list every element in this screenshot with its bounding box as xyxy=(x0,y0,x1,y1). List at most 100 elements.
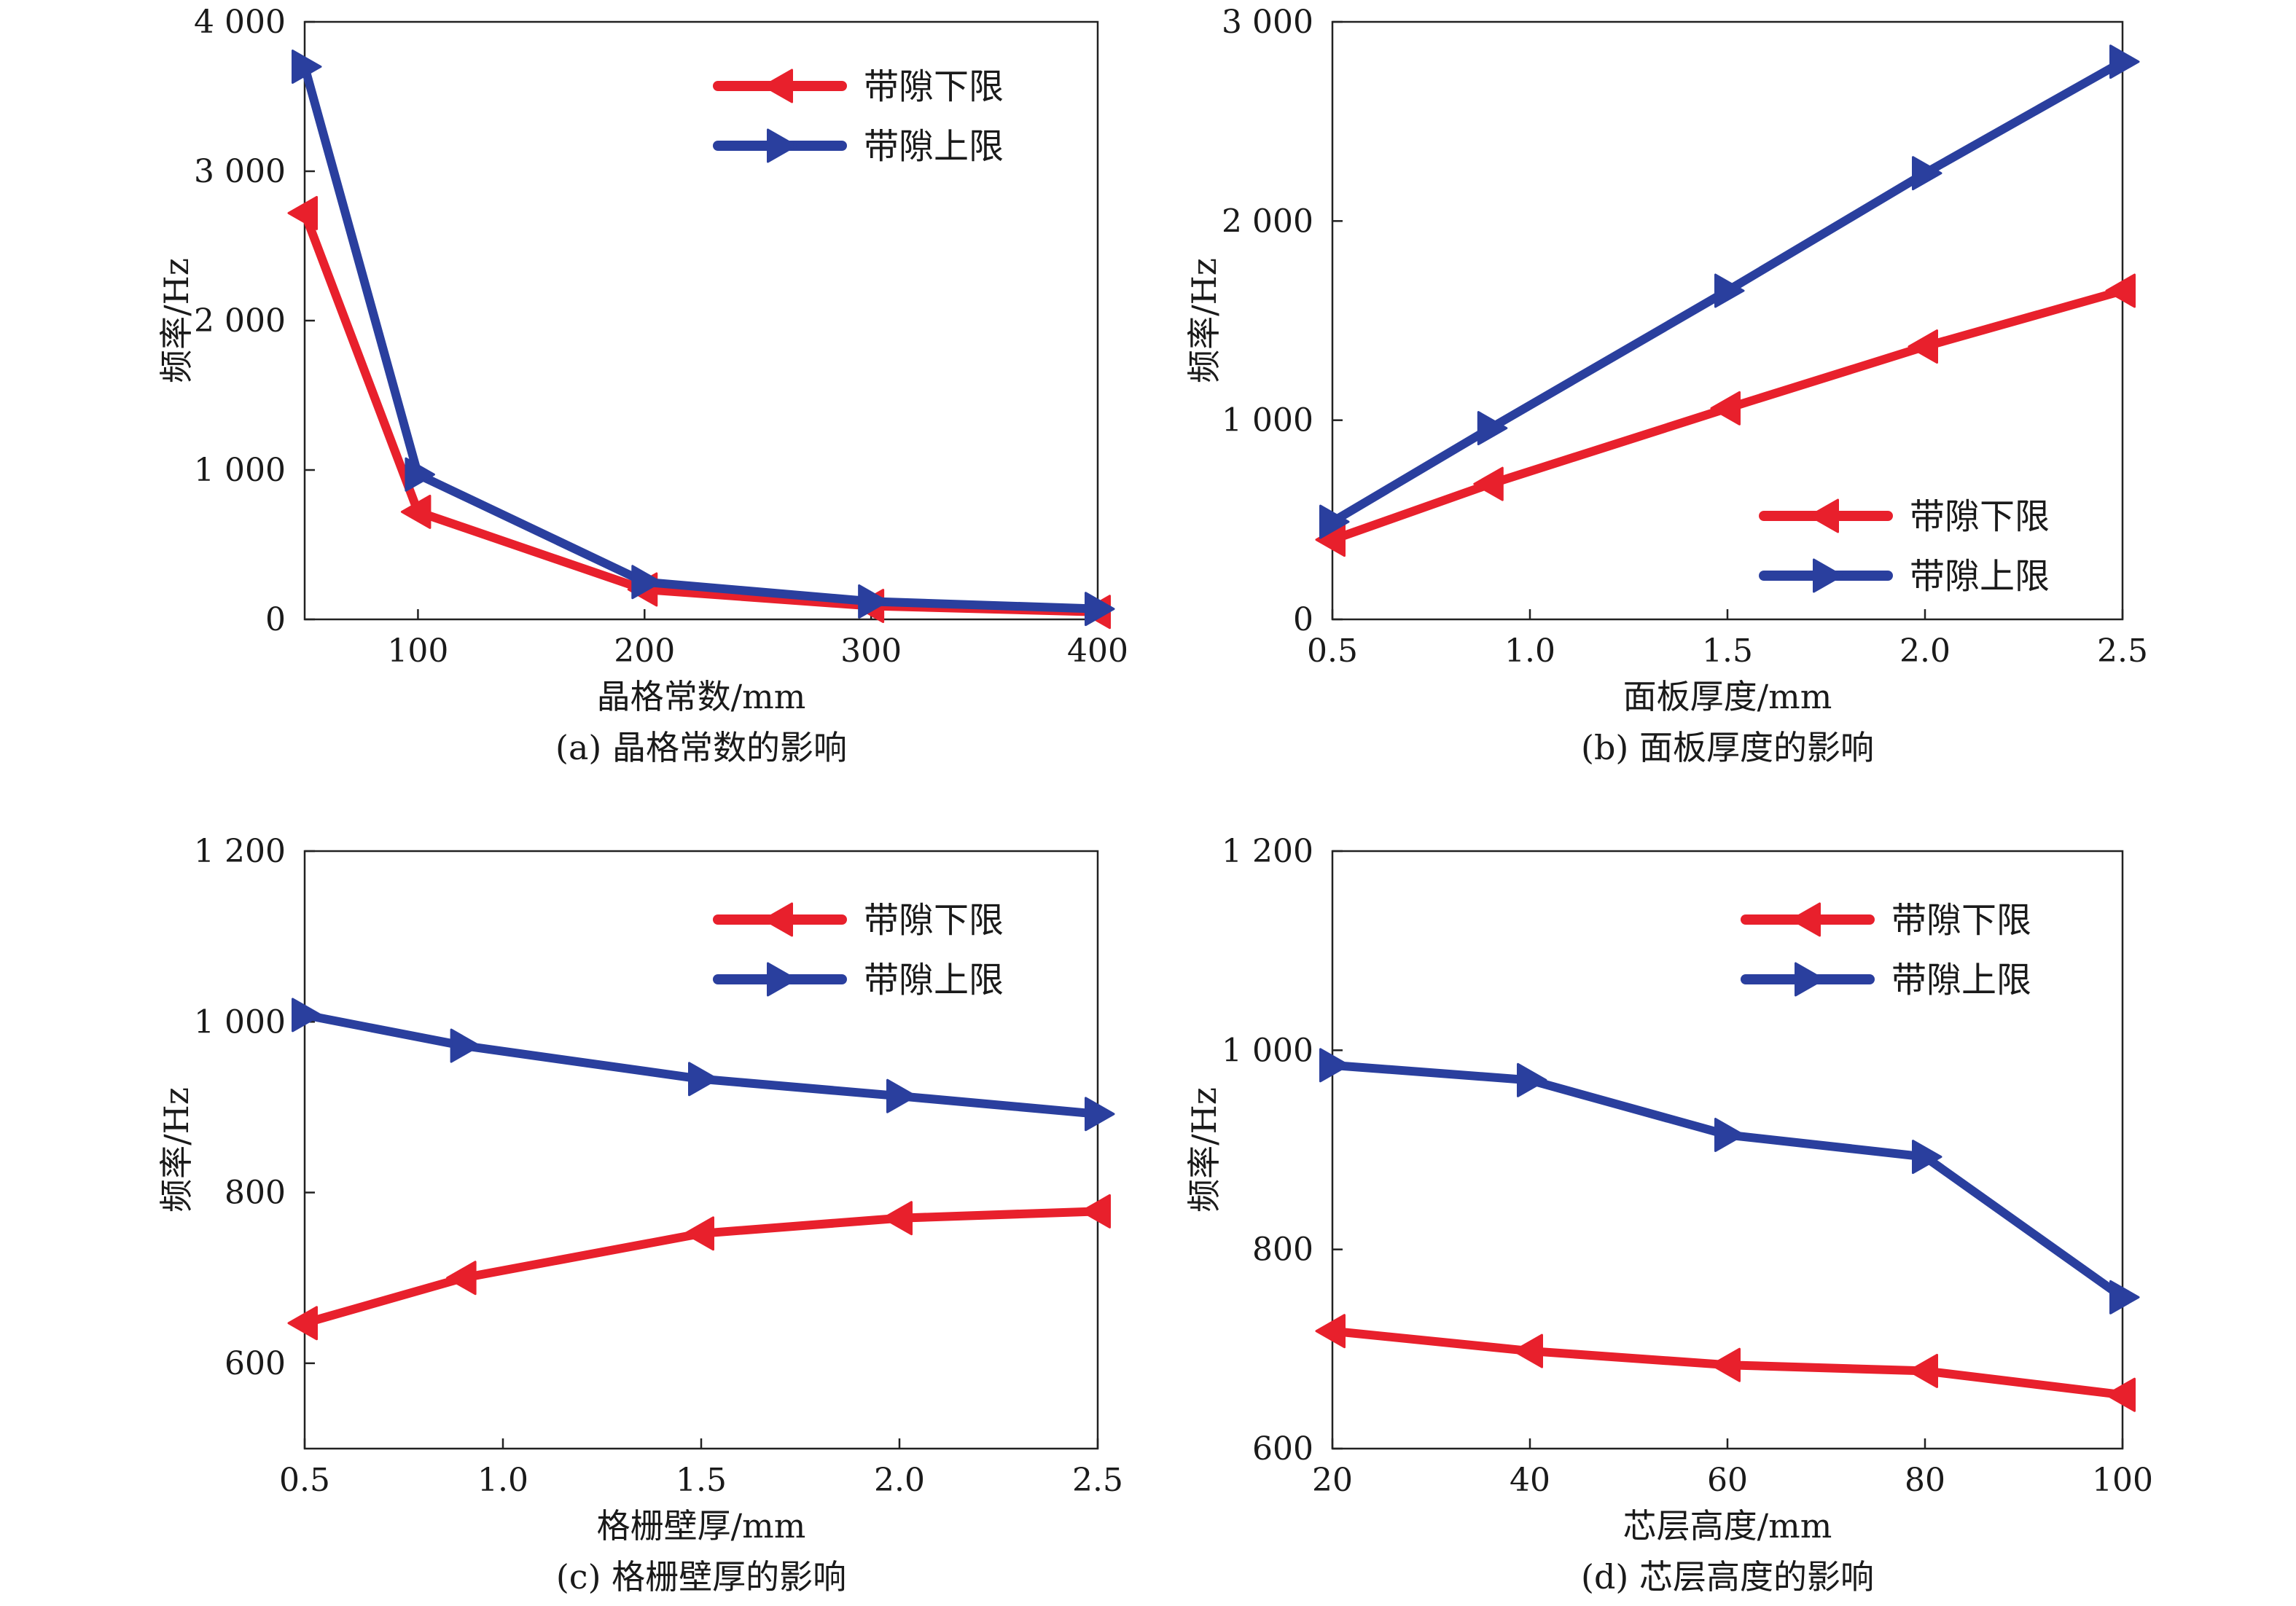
y-tick-label: 800 xyxy=(224,1175,286,1212)
data-point xyxy=(2105,1377,2136,1412)
series-line-lower xyxy=(300,208,1102,616)
data-point xyxy=(1085,1097,1115,1132)
chart-panel-d: 20 40 60 80 100 600 800 1 000 1 200 芯层高度/mm 频率/Hz (… xyxy=(1184,833,2153,1597)
panel-caption: (d) 芯层高度的影响 xyxy=(1581,1557,1874,1597)
y-tick-label: 1 200 xyxy=(194,833,286,870)
x-tick-label: 2.5 xyxy=(2097,632,2148,670)
data-point xyxy=(1319,1048,1350,1083)
data-point xyxy=(1477,411,1508,446)
data-point xyxy=(1714,273,1745,308)
x-tick-label: 2.0 xyxy=(1899,632,1951,670)
y-tick-label: 600 xyxy=(1252,1430,1313,1468)
series-lower xyxy=(287,1194,1111,1341)
y-tick-label: 3 000 xyxy=(194,153,286,190)
panel-caption: (a) 晶格常数的影响 xyxy=(555,728,847,767)
data-point xyxy=(1710,1347,1741,1382)
data-point xyxy=(292,998,322,1033)
x-tick-label: 100 xyxy=(387,632,448,670)
legend-label: 带隙上限 xyxy=(1910,556,2050,597)
x-tick-label: 2.5 xyxy=(1072,1462,1123,1499)
data-point xyxy=(450,1028,481,1063)
y-tick-label: 0 xyxy=(265,601,286,638)
legend-marker xyxy=(762,68,793,103)
y-tick-label: 1 000 xyxy=(194,452,286,489)
x-tick-label: 100 xyxy=(2092,1462,2153,1499)
data-point xyxy=(1512,1333,1543,1368)
series-lower xyxy=(287,195,1111,630)
legend-marker xyxy=(767,962,797,997)
y-tick-label: 4 000 xyxy=(194,4,286,41)
data-point xyxy=(886,1078,917,1113)
x-tick-label: 200 xyxy=(614,632,675,670)
data-point xyxy=(1908,329,1938,364)
data-point xyxy=(1912,1140,1942,1175)
plot-frame xyxy=(303,20,1099,621)
x-tick-label: 0.5 xyxy=(279,1462,330,1499)
legend-label: 带隙上限 xyxy=(864,126,1004,167)
x-axis-label: 芯层高度/mm xyxy=(1623,1506,1832,1546)
y-tick-label: 3 000 xyxy=(1222,4,1313,41)
data-point xyxy=(684,1216,714,1251)
chart-panel-a: 100 200 300 400 0 1 000 2 000 3 000 4 000 晶格常数/mm… xyxy=(157,4,1128,767)
x-tick-label: 40 xyxy=(1510,1462,1550,1499)
data-point xyxy=(400,494,432,529)
y-tick-label: 0 xyxy=(1293,601,1313,638)
y-tick-label: 2 000 xyxy=(194,302,286,340)
x-tick-label: 80 xyxy=(1905,1462,1945,1499)
y-axis-label: 频率/Hz xyxy=(157,1087,196,1213)
data-point xyxy=(631,565,662,600)
x-tick-label: 1.0 xyxy=(1504,632,1555,670)
data-point xyxy=(1714,1118,1745,1152)
x-tick-label: 1.5 xyxy=(1702,632,1753,670)
data-point xyxy=(688,1062,719,1097)
panel-caption: (c) 格栅壁厚的影响 xyxy=(556,1557,846,1597)
data-point xyxy=(1908,1353,1938,1388)
data-point xyxy=(292,50,322,84)
y-tick-label: 1 000 xyxy=(194,1003,286,1041)
legend-marker xyxy=(1813,558,1843,593)
x-tick-label: 400 xyxy=(1067,632,1128,670)
panel-caption: (b) 面板厚度的影响 xyxy=(1581,728,1874,767)
data-point xyxy=(2109,1280,2140,1315)
y-tick-label: 1 000 xyxy=(1222,402,1313,439)
series-upper xyxy=(1319,1048,2140,1315)
legend-label: 带隙下限 xyxy=(1910,496,2050,537)
legend-label: 带隙下限 xyxy=(1891,900,2031,941)
series-upper xyxy=(1319,44,2140,539)
y-tick-label: 1 200 xyxy=(1222,833,1313,870)
legend-marker xyxy=(1790,902,1821,937)
data-point xyxy=(1080,1194,1111,1229)
x-axis-label: 格栅壁厚/mm xyxy=(597,1506,806,1546)
data-point xyxy=(287,195,318,230)
data-point xyxy=(287,1306,318,1341)
legend-label: 带隙上限 xyxy=(864,960,1004,1000)
series-upper xyxy=(292,50,1115,627)
legend-marker xyxy=(762,902,793,937)
x-tick-label: 60 xyxy=(1707,1462,1748,1499)
y-tick-label: 1 000 xyxy=(1222,1032,1313,1069)
y-axis-label: 频率/Hz xyxy=(1184,258,1224,383)
chart-panel-c: 0.5 1.0 1.5 2.0 2.5 600 800 1 000 1 200 格栅壁厚/mm 频率… xyxy=(157,833,1123,1597)
data-point xyxy=(2109,44,2140,79)
series-lower xyxy=(1315,1314,2136,1412)
series-upper xyxy=(292,998,1115,1132)
data-point xyxy=(446,1261,477,1296)
data-point xyxy=(1710,391,1741,426)
plot-frame xyxy=(303,850,1099,1450)
legend-label: 带隙下限 xyxy=(864,900,1004,941)
x-tick-label: 300 xyxy=(840,632,902,670)
data-point xyxy=(2105,273,2136,308)
data-point xyxy=(1517,1062,1547,1097)
y-tick-label: 600 xyxy=(224,1345,286,1382)
series-lower xyxy=(1315,273,2136,557)
chart-panel-b: 0.5 1.0 1.5 2.0 2.5 0 1 000 2 000 3 000 面板厚度/mm 频率… xyxy=(1184,4,2148,767)
data-point xyxy=(1315,1314,1346,1349)
x-axis-label: 晶格常数/mm xyxy=(597,677,806,716)
legend-label: 带隙上限 xyxy=(1891,960,2031,1000)
legend-marker xyxy=(767,128,797,163)
